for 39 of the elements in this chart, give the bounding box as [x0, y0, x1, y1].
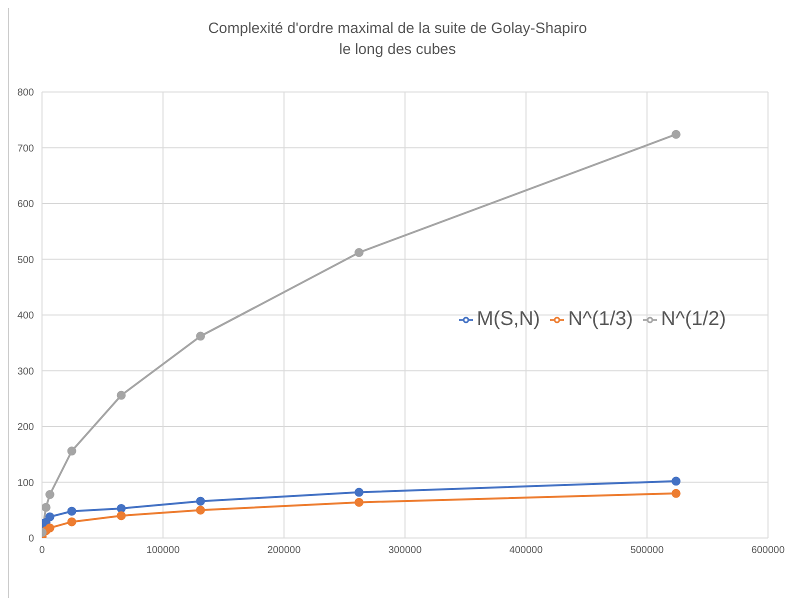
point	[196, 332, 206, 341]
point	[67, 506, 76, 516]
y-tick-label: 700	[17, 143, 34, 154]
point	[354, 488, 364, 497]
x-tick-label: 300000	[388, 545, 422, 556]
point	[196, 496, 206, 506]
point	[67, 446, 76, 456]
legend-label: M(S,N)	[476, 308, 540, 330]
point	[67, 517, 76, 526]
x-tick-label: 100000	[146, 545, 180, 556]
legend-label: N^(1/3)	[568, 308, 634, 330]
point	[45, 490, 54, 500]
point	[45, 512, 54, 522]
x-tick-label: 400000	[509, 545, 544, 556]
point	[672, 476, 681, 486]
legend-label: N^(1/2)	[661, 308, 726, 330]
point	[116, 390, 126, 400]
point	[116, 504, 126, 513]
y-tick-label: 600	[17, 199, 34, 210]
point	[196, 506, 206, 515]
y-tick-label: 300	[17, 366, 34, 378]
point	[42, 502, 50, 512]
point	[45, 523, 54, 532]
point	[672, 488, 681, 498]
y-tick-label: 200	[17, 422, 34, 434]
y-tick-label: 800	[17, 88, 34, 99]
point	[672, 130, 681, 139]
point	[354, 498, 364, 507]
y-tick-label: 0	[28, 534, 34, 545]
x-tick-label: 500000	[630, 545, 664, 556]
point	[116, 511, 126, 520]
x-tick-label: 0	[39, 545, 46, 556]
y-tick-label: 500	[17, 254, 34, 266]
y-tick-label: 400	[17, 310, 34, 322]
point	[354, 248, 364, 258]
chart-title: Complexité d'ordre maximal de la suite de Golay-Shapiro le long des cubes	[207, 19, 588, 60]
x-tick-label: 200000	[267, 545, 302, 556]
y-tick-label: 100	[17, 478, 34, 489]
x-tick-label: 600000	[751, 545, 786, 556]
